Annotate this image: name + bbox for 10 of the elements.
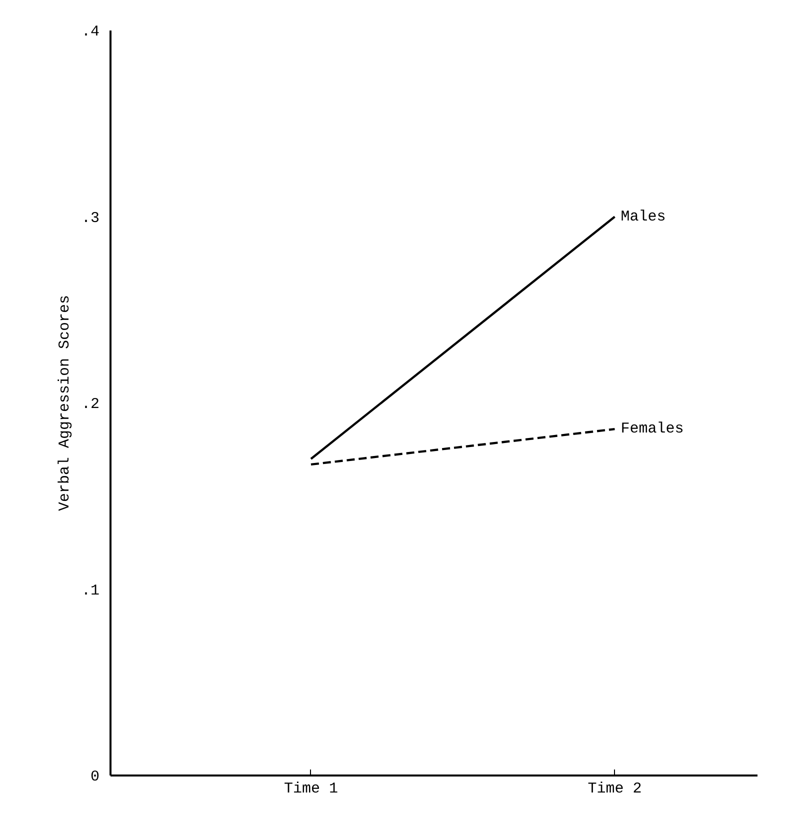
y-axis-title: Verbal Aggression Scores <box>56 294 74 512</box>
y-tick-label: 0 <box>90 768 100 786</box>
y-tick-label: .1 <box>81 582 100 600</box>
x-tick-label: Time 1 <box>284 780 338 798</box>
y-tick-label: .3 <box>81 210 100 227</box>
series-label: Females <box>620 420 684 438</box>
y-tick-label: .2 <box>81 396 100 413</box>
series-label: Males <box>620 208 666 226</box>
y-tick-label: .4 <box>81 24 100 40</box>
x-tick-label: Time 2 <box>588 780 642 798</box>
